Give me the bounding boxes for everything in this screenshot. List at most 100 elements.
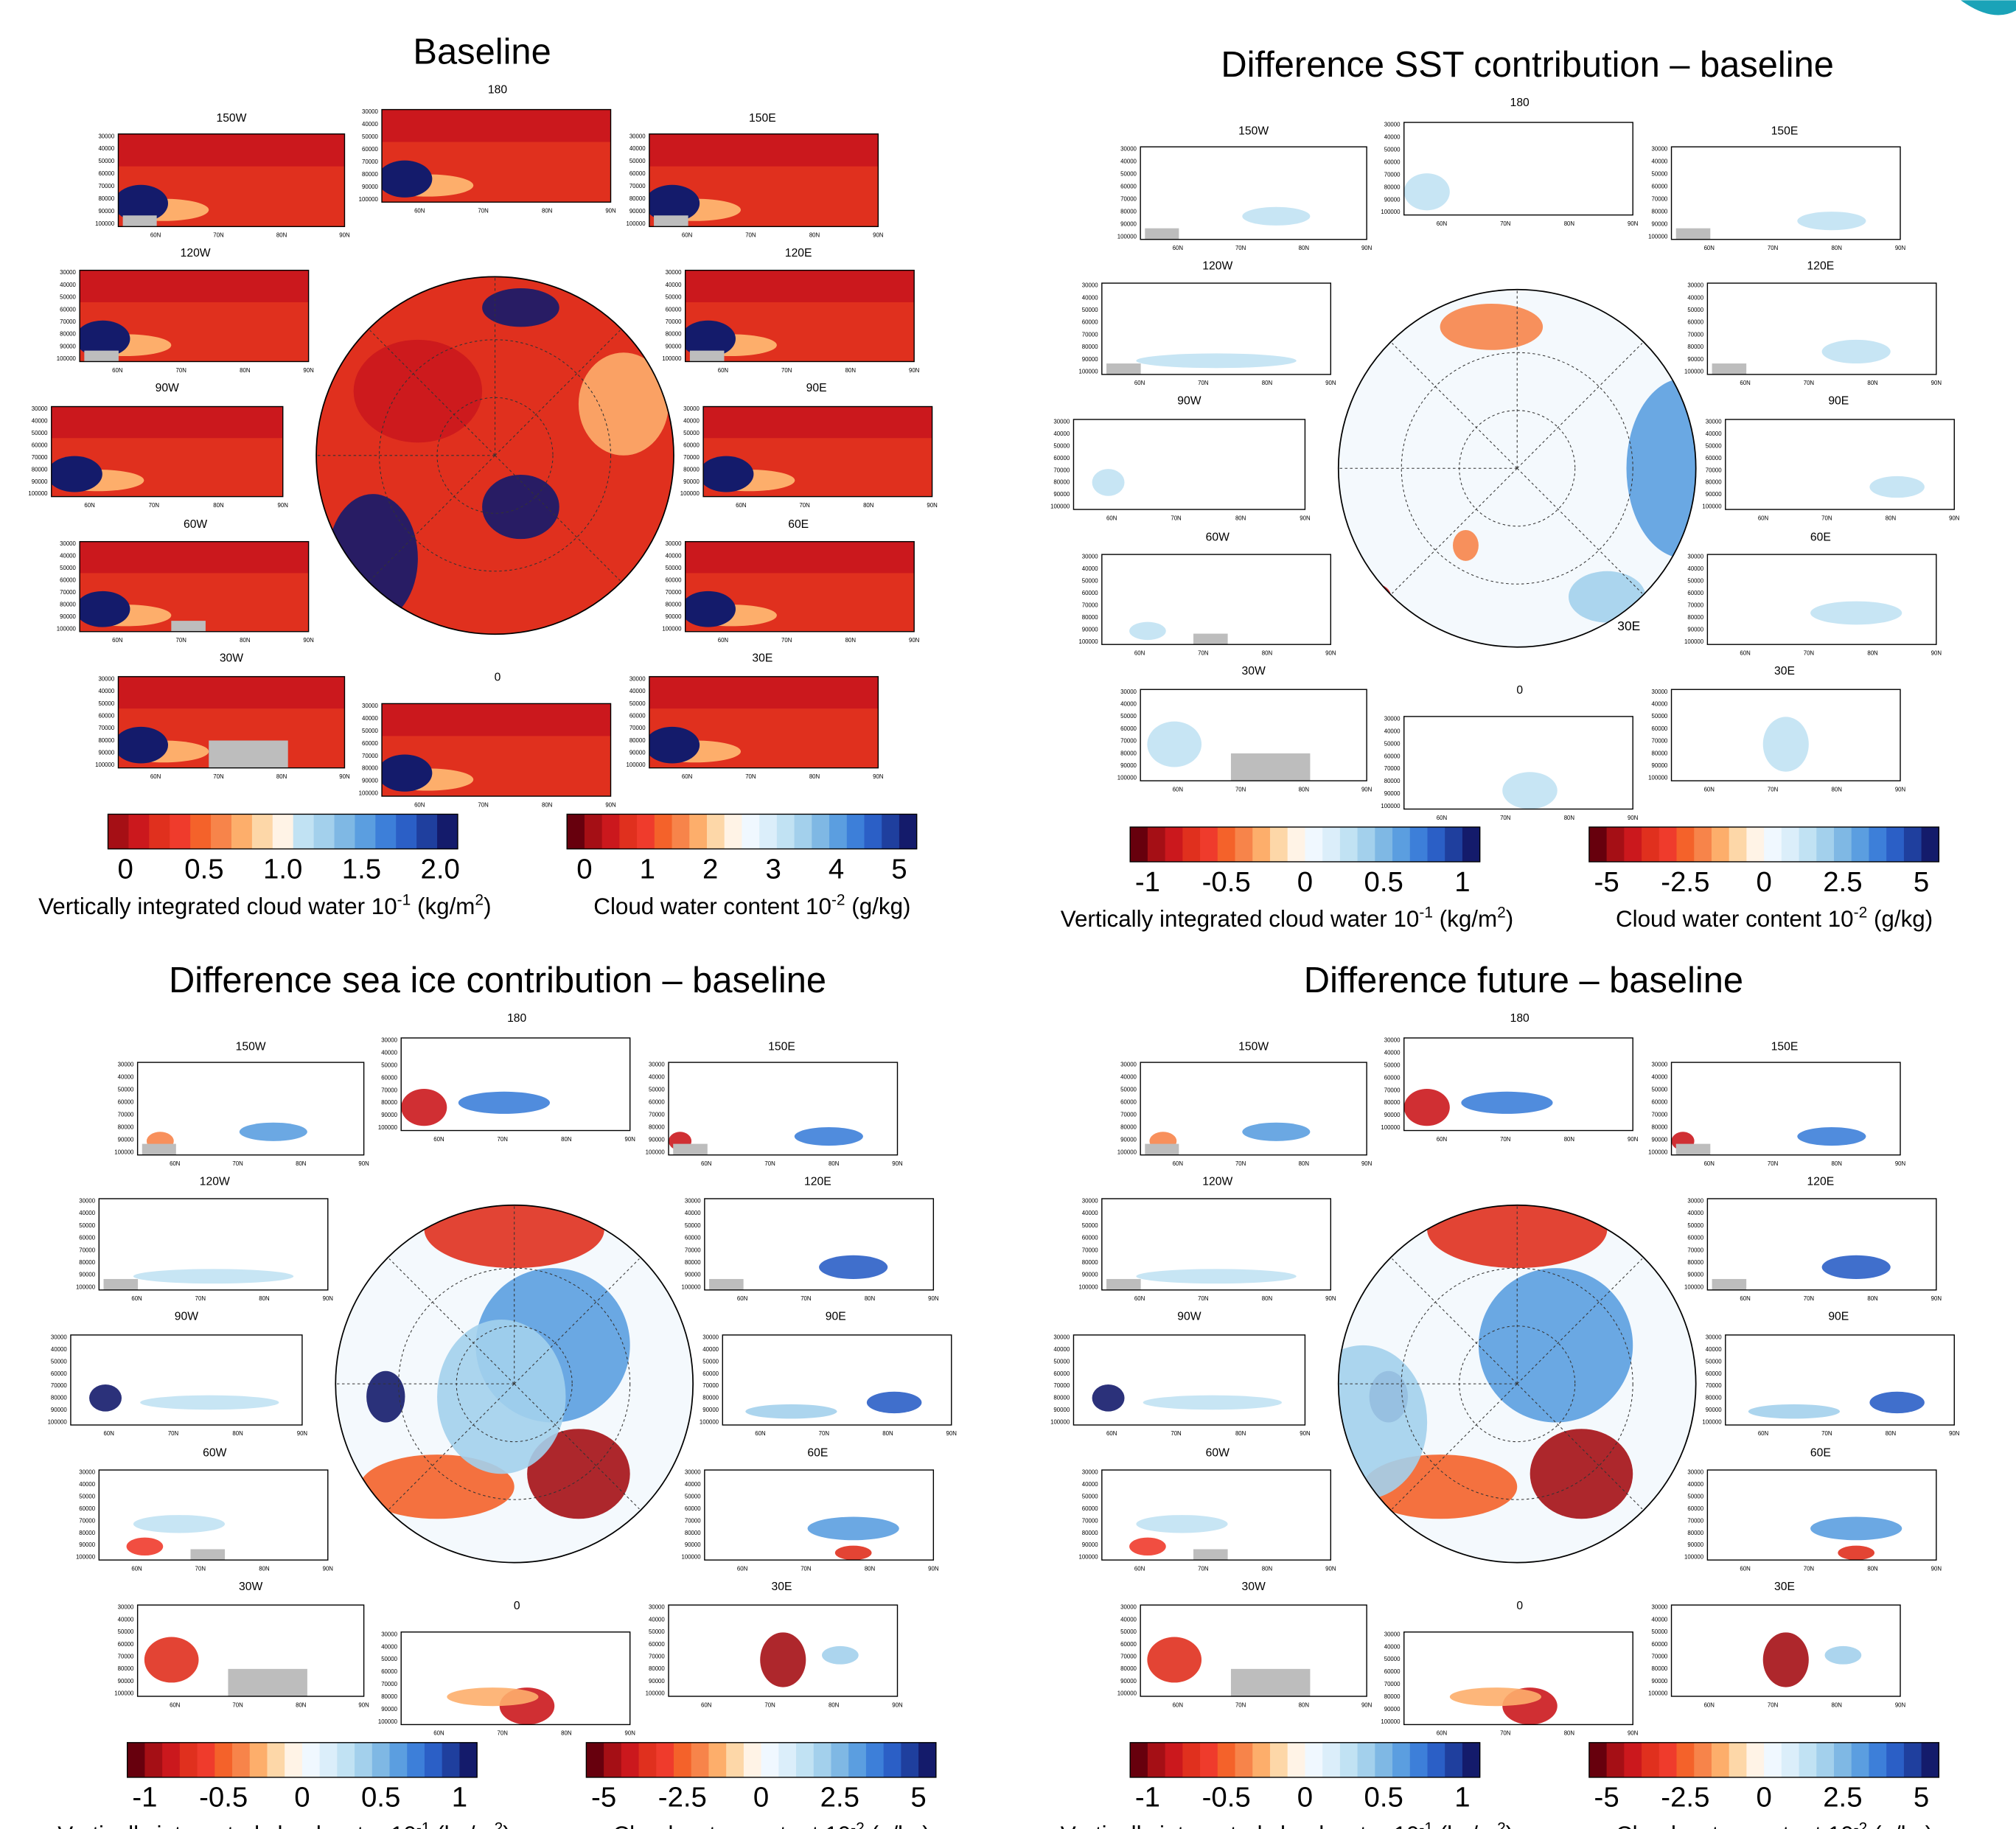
y-tick-label: 60000 <box>685 1235 701 1241</box>
contour-fill <box>80 271 308 302</box>
y-tick-label: 70000 <box>1652 738 1668 745</box>
cross-section: 90W3000040000500006000070000800009000010… <box>48 1311 308 1438</box>
y-tick-label: 60000 <box>1384 753 1401 759</box>
x-tick-label: 70N <box>1804 1295 1815 1302</box>
caption-text: (g/kg) <box>1867 1822 1933 1829</box>
x-tick-label: 90N <box>1895 1701 1906 1708</box>
colorbar-swatch <box>1712 827 1729 862</box>
contour-blob <box>1129 1538 1166 1555</box>
y-tick-label: 70000 <box>1652 196 1668 203</box>
colorbar-swatch <box>708 1743 726 1777</box>
y-tick-label: 100000 <box>378 1718 398 1725</box>
colorbar: 00.51.01.52.0Vertically integrated cloud… <box>38 814 491 919</box>
y-tick-label: 40000 <box>1384 728 1401 734</box>
colorbar-swatch <box>602 814 620 849</box>
y-tick-label: 90000 <box>1687 626 1703 633</box>
y-tick-label: 60000 <box>1652 184 1668 190</box>
y-tick-label: 30000 <box>1082 1469 1098 1476</box>
colorbar-swatch <box>691 1743 709 1777</box>
y-tick-label: 100000 <box>1117 775 1137 781</box>
contour-blob <box>1147 722 1201 767</box>
y-tick-label: 70000 <box>118 1654 134 1660</box>
y-tick-label: 70000 <box>118 1111 134 1118</box>
y-tick-label: 80000 <box>79 1530 95 1536</box>
x-tick-label: 90N <box>297 1430 308 1437</box>
subplot-label: 120E <box>1807 260 1835 273</box>
y-tick-label: 90000 <box>685 1272 701 1278</box>
x-tick-label: 90N <box>1300 1430 1311 1437</box>
colorbar: -5-2.502.55Cloud water content 10-2 (g/k… <box>1589 1743 1939 1829</box>
contour-blob <box>1838 1546 1874 1561</box>
y-tick-label: 40000 <box>629 145 646 152</box>
y-tick-label: 30000 <box>629 133 646 139</box>
colorbar-swatch <box>1462 1743 1480 1777</box>
y-tick-label: 60000 <box>1687 590 1703 596</box>
y-tick-label: 70000 <box>1687 602 1703 608</box>
colorbar-swatch <box>1816 827 1834 862</box>
colorbar-caption: Vertically integrated cloud water 10-1 (… <box>1061 904 1513 932</box>
y-tick-label: 40000 <box>51 1346 67 1353</box>
y-tick-label: 100000 <box>1117 1690 1137 1697</box>
y-tick-label: 100000 <box>681 1283 701 1290</box>
colorbar-swatch <box>1904 827 1922 862</box>
subplot-label: 30E <box>772 1581 792 1593</box>
colorbar-tick-label: -1 <box>132 1782 157 1814</box>
y-tick-label: 50000 <box>1652 713 1668 720</box>
subplot-label: 150W <box>236 1040 266 1053</box>
subplot-label: 60E <box>807 1446 828 1459</box>
y-tick-label: 40000 <box>685 1481 701 1488</box>
colorbar-swatch <box>1182 1743 1200 1777</box>
y-tick-label: 80000 <box>1706 479 1722 486</box>
colorbar-tick-label: 2 <box>702 853 718 885</box>
colorbar-tick-label: 0 <box>1756 1782 1771 1814</box>
x-tick-label: 90N <box>1325 649 1336 656</box>
x-tick-label: 60N <box>1173 245 1184 251</box>
y-tick-label: 80000 <box>118 1123 134 1130</box>
colorbar-swatch <box>232 1743 250 1777</box>
subplot-label: 30W <box>239 1581 262 1593</box>
x-tick-label: 80N <box>232 1430 243 1437</box>
y-tick-label: 100000 <box>57 355 77 362</box>
contour-fill <box>1707 1470 1936 1560</box>
x-tick-label: 80N <box>1832 786 1843 792</box>
subplot-label: 60W <box>203 1446 226 1459</box>
y-tick-label: 100000 <box>1078 1554 1098 1561</box>
y-tick-label: 40000 <box>118 1616 134 1623</box>
y-tick-label: 50000 <box>629 700 646 707</box>
colorbar-caption: Vertically integrated cloud water 10-1 (… <box>1061 1819 1513 1829</box>
colorbar-tick-label: -1 <box>1135 1782 1160 1814</box>
subplot-label: 120E <box>785 247 812 259</box>
x-tick-label: 80N <box>296 1160 307 1167</box>
y-tick-label: 40000 <box>1384 1049 1401 1056</box>
y-tick-label: 30000 <box>1384 1631 1401 1637</box>
contour-fill <box>1707 1199 1936 1290</box>
contour-blob <box>1763 717 1809 771</box>
y-tick-label: 80000 <box>1652 1665 1668 1672</box>
colorbar-swatch <box>1782 827 1799 862</box>
y-tick-label: 50000 <box>1687 307 1703 313</box>
contour-blob <box>89 1384 122 1412</box>
y-tick-label: 50000 <box>32 430 48 436</box>
y-tick-label: 90000 <box>98 750 114 756</box>
x-tick-label: 60N <box>1437 1730 1448 1737</box>
y-tick-label: 90000 <box>1706 491 1722 498</box>
y-tick-label: 90000 <box>1082 1541 1098 1548</box>
x-tick-label: 60N <box>718 637 729 644</box>
y-tick-label: 90000 <box>702 1407 719 1413</box>
x-tick-label: 70N <box>1804 1565 1815 1572</box>
y-tick-label: 30000 <box>79 1469 95 1476</box>
y-tick-label: 50000 <box>381 1656 397 1662</box>
y-tick-label: 100000 <box>114 1690 134 1697</box>
subplot-label: 30W <box>1242 1581 1266 1593</box>
contour-fill <box>703 407 932 439</box>
y-tick-label: 100000 <box>1684 369 1704 375</box>
colorbar-caption: Cloud water content 10-2 (g/kg) <box>1616 1819 1933 1829</box>
contour-blob <box>819 1255 887 1279</box>
x-tick-label: 80N <box>1564 1136 1575 1143</box>
y-tick-label: 80000 <box>98 195 114 202</box>
y-tick-label: 60000 <box>118 1641 134 1648</box>
x-tick-label: 90N <box>323 1565 334 1572</box>
y-tick-label: 30000 <box>1652 689 1668 695</box>
colorbar-swatch <box>1852 827 1869 862</box>
panel-title: Difference sea ice contribution – baseli… <box>169 961 826 1000</box>
